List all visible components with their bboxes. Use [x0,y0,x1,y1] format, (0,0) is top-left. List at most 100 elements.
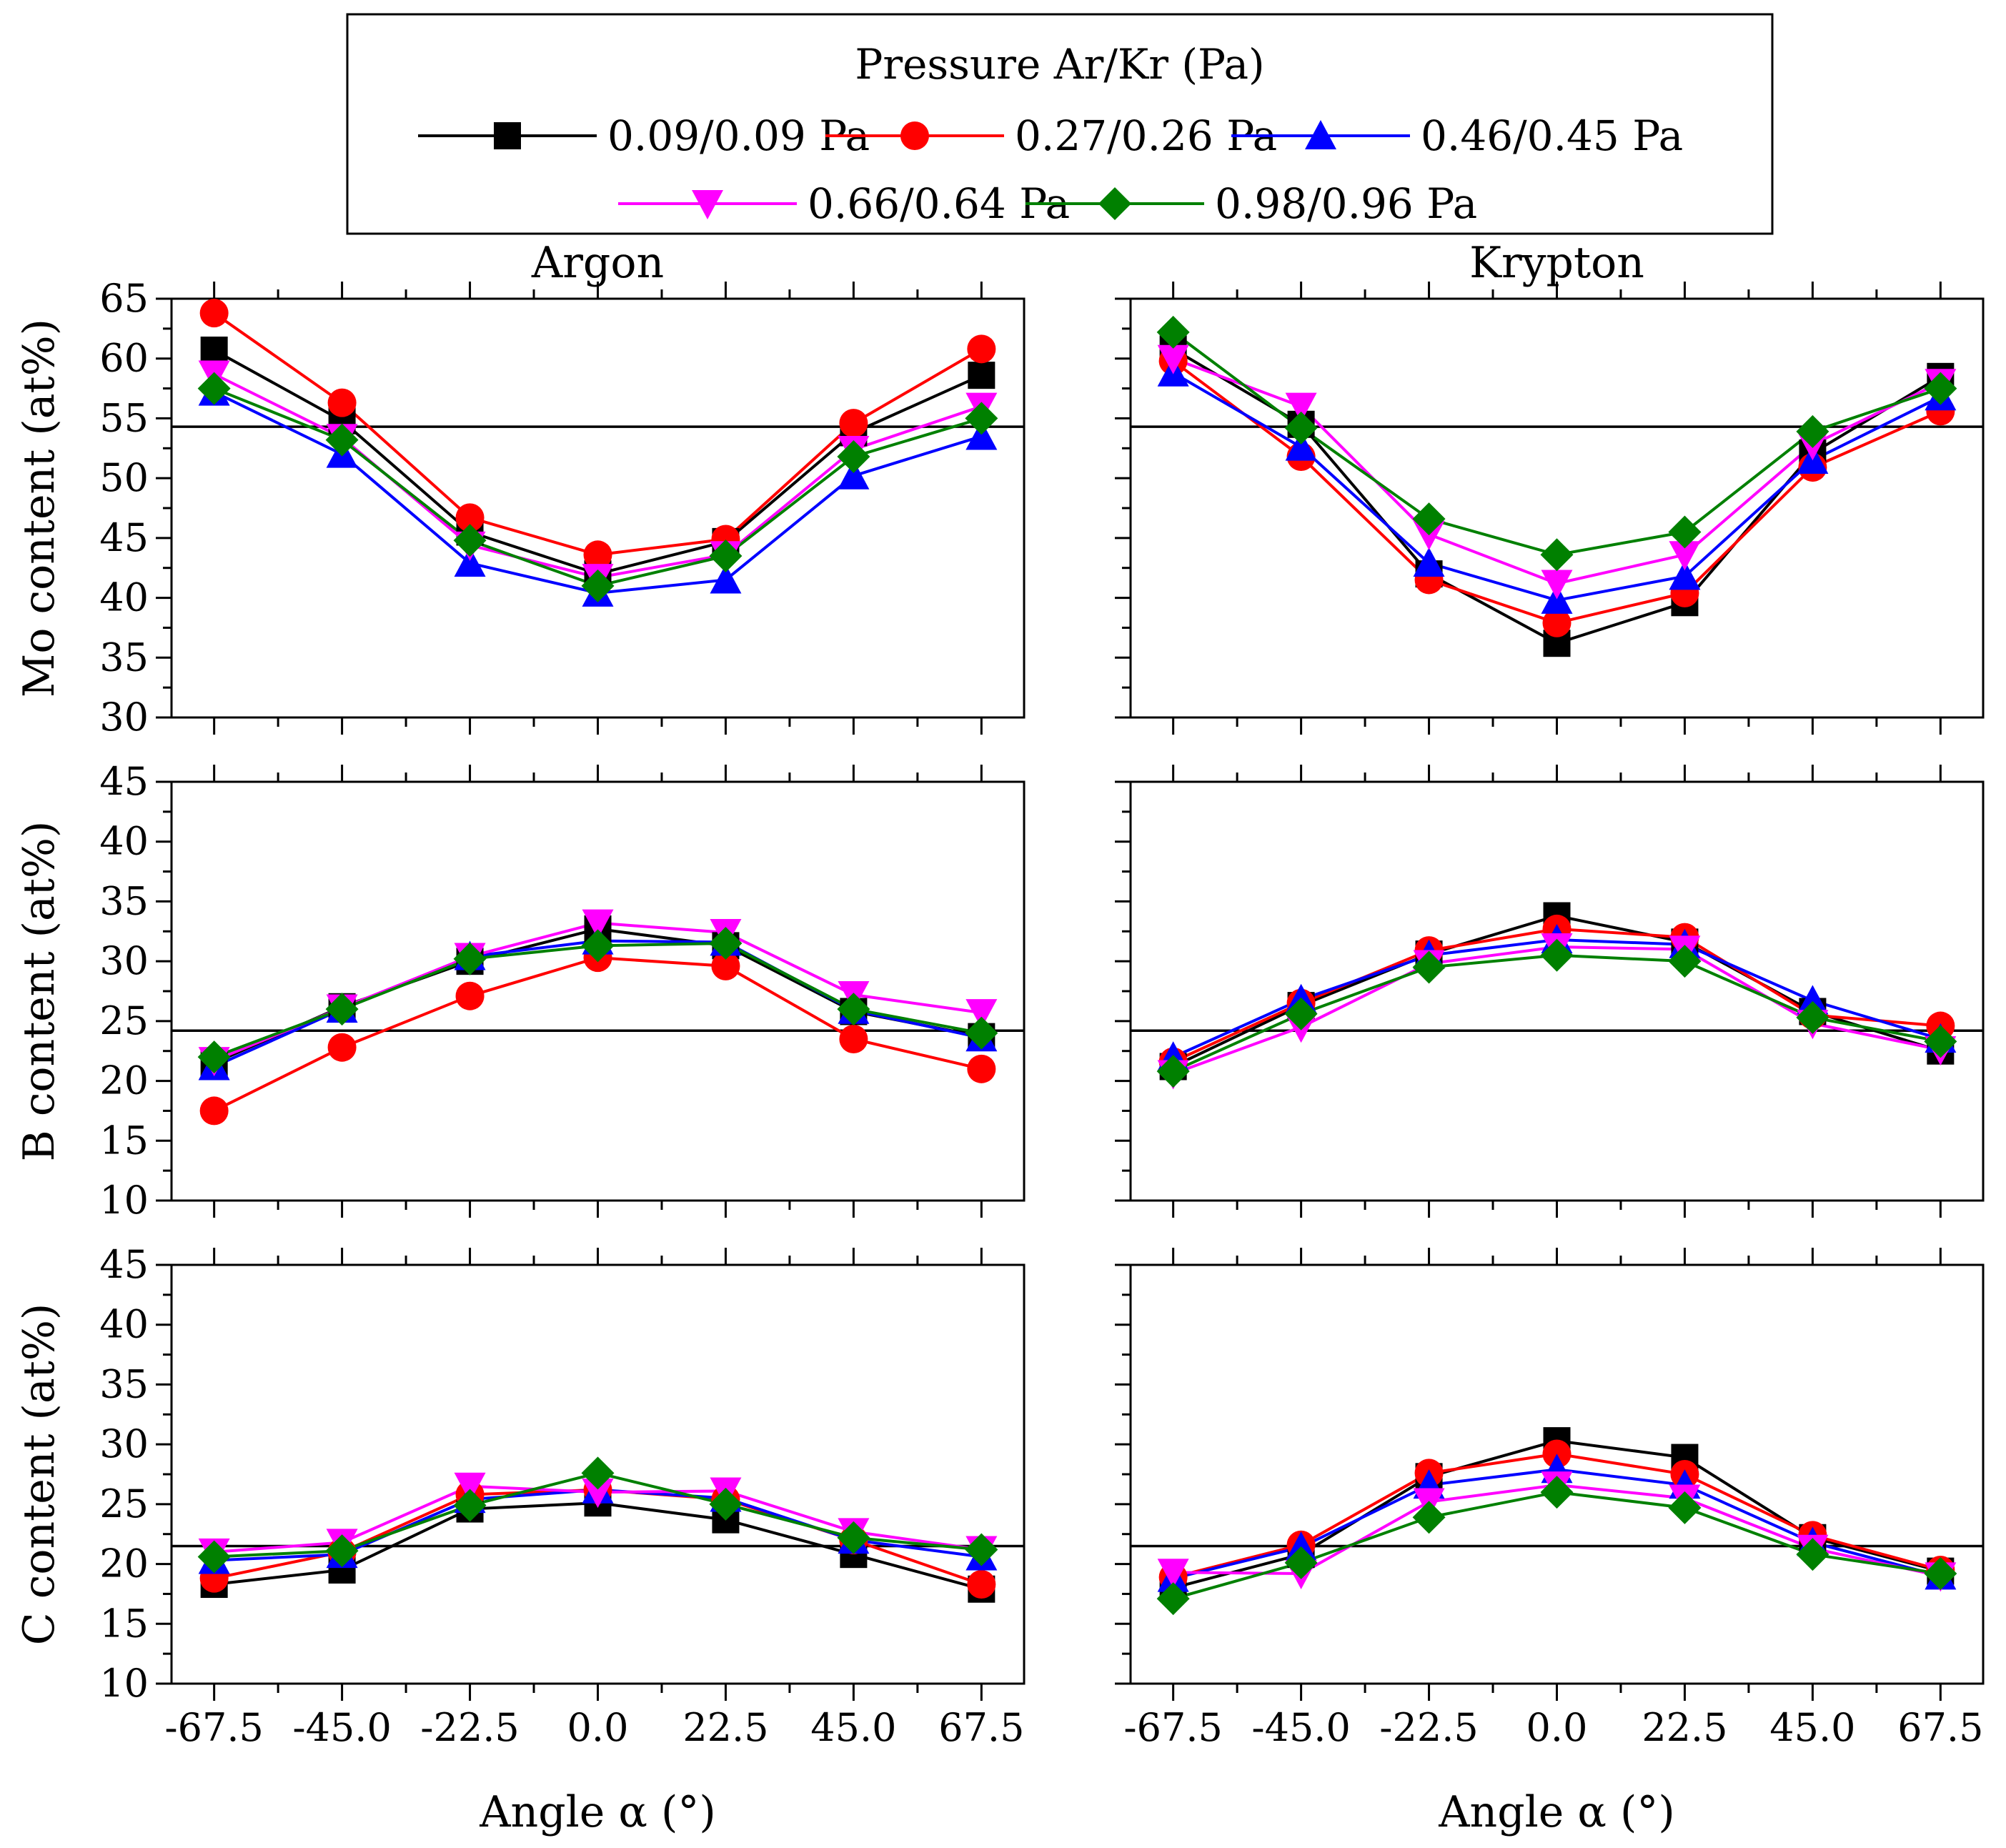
data-point-series-5 [453,524,487,557]
data-point-series-5 [1796,1000,1829,1034]
data-point-series-3 [1797,985,1829,1015]
data-point-series-2 [967,1570,996,1599]
plot-frame [170,780,1026,1202]
y-tick-label: 45 [99,1242,149,1287]
data-point-series-3 [1413,547,1445,577]
x-axis-label: Angle α (°) [479,1787,716,1837]
data-point-series-4 [454,1472,486,1502]
data-point-series-5 [1412,1501,1446,1534]
panel-argon-row-1: 30 35 40 45 50 55 60 65 Mo content (at%) Argon [14,238,1026,740]
data-point-series-2 [455,981,485,1010]
y-tick-label: 10 [99,1178,149,1223]
data-point-series-5 [837,993,870,1026]
panel-argon-row-2: 10 15 20 25 30 35 40 45 B content (at%) [14,759,1026,1223]
data-point-series-5 [1156,1582,1190,1616]
data-point-series-5 [453,942,487,975]
data-point-series-5 [709,1487,743,1521]
x-tick-label: 22.5 [1642,1705,1727,1750]
panel-krypton-row-1: Krypton [1115,238,1985,735]
data-point-series-4 [965,999,998,1029]
y-tick-label: 35 [99,1361,149,1406]
data-point-series-4 [582,1479,614,1509]
x-tick-label: 45.0 [1769,1705,1855,1750]
data-point-series-2 [839,409,868,438]
data-point-series-5 [1540,538,1574,572]
data-point-series-2 [839,1024,868,1053]
data-point-series-5 [709,927,743,960]
plot-frame [1129,780,1985,1202]
x-tick-label: 67.5 [1897,1705,1983,1750]
data-point-series-5 [325,423,359,457]
data-point-series-5 [581,929,615,963]
data-point-series-2 [967,1054,996,1083]
data-point-series-4 [582,909,614,939]
x-tick-label: -22.5 [420,1705,519,1750]
y-tick-label: 60 [99,336,149,381]
data-point-series-5 [1284,1546,1318,1579]
data-point-series-5 [1412,502,1446,536]
data-point-series-5 [325,1534,359,1568]
legend-title: Pressure Ar/Kr (Pa) [855,40,1264,89]
y-tick-label: 40 [99,819,149,864]
y-tick-label: 65 [99,276,149,321]
y-tick-label: 35 [99,635,149,680]
data-point-series-5 [1668,515,1702,549]
data-point-series-3 [838,459,870,490]
data-point-series-5 [1796,1538,1829,1571]
data-point-series-5 [837,440,870,474]
legend: Pressure Ar/Kr (Pa) 0.09/0.09 Pa 0.27/0.2… [346,13,1774,235]
x-tick-label: -22.5 [1379,1705,1478,1750]
data-point-series-4 [1157,344,1189,374]
data-point-series-5 [1284,411,1318,444]
data-point-series-3 [454,547,486,577]
data-point-series-3 [1669,560,1701,590]
data-point-series-2 [199,299,229,328]
panel-argon-row-3: 10 15 20 25 30 35 40 45 C content (at%) -67.5 -45.… [14,1242,1026,1837]
x-tick-label: 45.0 [810,1705,896,1750]
plot-frame [170,297,1026,719]
data-point-series-4 [1669,541,1701,571]
data-point-series-5 [1412,950,1446,984]
x-tick-label: -45.0 [1251,1705,1350,1750]
y-tick-label: 10 [99,1661,149,1706]
y-tick-label: 45 [99,515,149,560]
data-point-series-3 [965,420,998,450]
y-tick-label: 40 [99,575,149,620]
data-point-series-5 [1924,1556,1957,1590]
data-point-series-5 [1540,938,1574,972]
data-point-series-5 [965,1016,998,1050]
data-point-series-5 [1284,997,1318,1030]
data-point-series-3 [1285,1531,1317,1561]
data-point-series-5 [1156,1055,1190,1088]
data-point-series-5 [1924,1025,1957,1058]
x-tick-label: 67.5 [938,1705,1024,1750]
data-point-series-1 [968,362,995,389]
x-axis-label: Angle α (°) [1438,1787,1675,1837]
y-tick-label: 15 [99,1118,149,1163]
data-point-series-2 [711,951,740,980]
y-tick-label: 25 [99,998,149,1043]
y-tick-label: 30 [99,1421,149,1466]
y-tick-label: 20 [99,1058,149,1103]
data-point-series-1 [200,336,228,364]
y-axis-label: Mo content (at%) [14,319,64,697]
panel-title: Argon [531,238,664,288]
data-point-series-5 [837,1521,870,1554]
x-tick-label: 0.0 [567,1705,629,1750]
data-point-series-5 [1924,372,1957,405]
data-point-series-5 [325,993,359,1026]
data-point-series-5 [1668,1491,1702,1524]
y-tick-label: 25 [99,1481,149,1526]
data-point-series-5 [1796,414,1829,448]
data-point-series-4 [1413,520,1445,550]
data-point-series-5 [1540,1476,1574,1509]
data-point-series-5 [197,372,231,405]
data-point-series-2 [199,1096,229,1126]
legend-label: 0.98/0.96 Pa [1215,179,1477,228]
y-tick-label: 30 [99,938,149,983]
legend-label: 0.46/0.45 Pa [1421,111,1683,160]
data-point-series-5 [581,1456,615,1490]
legend-marker [900,121,929,150]
data-point-series-2 [327,1033,357,1062]
data-point-series-5 [1668,945,1702,978]
